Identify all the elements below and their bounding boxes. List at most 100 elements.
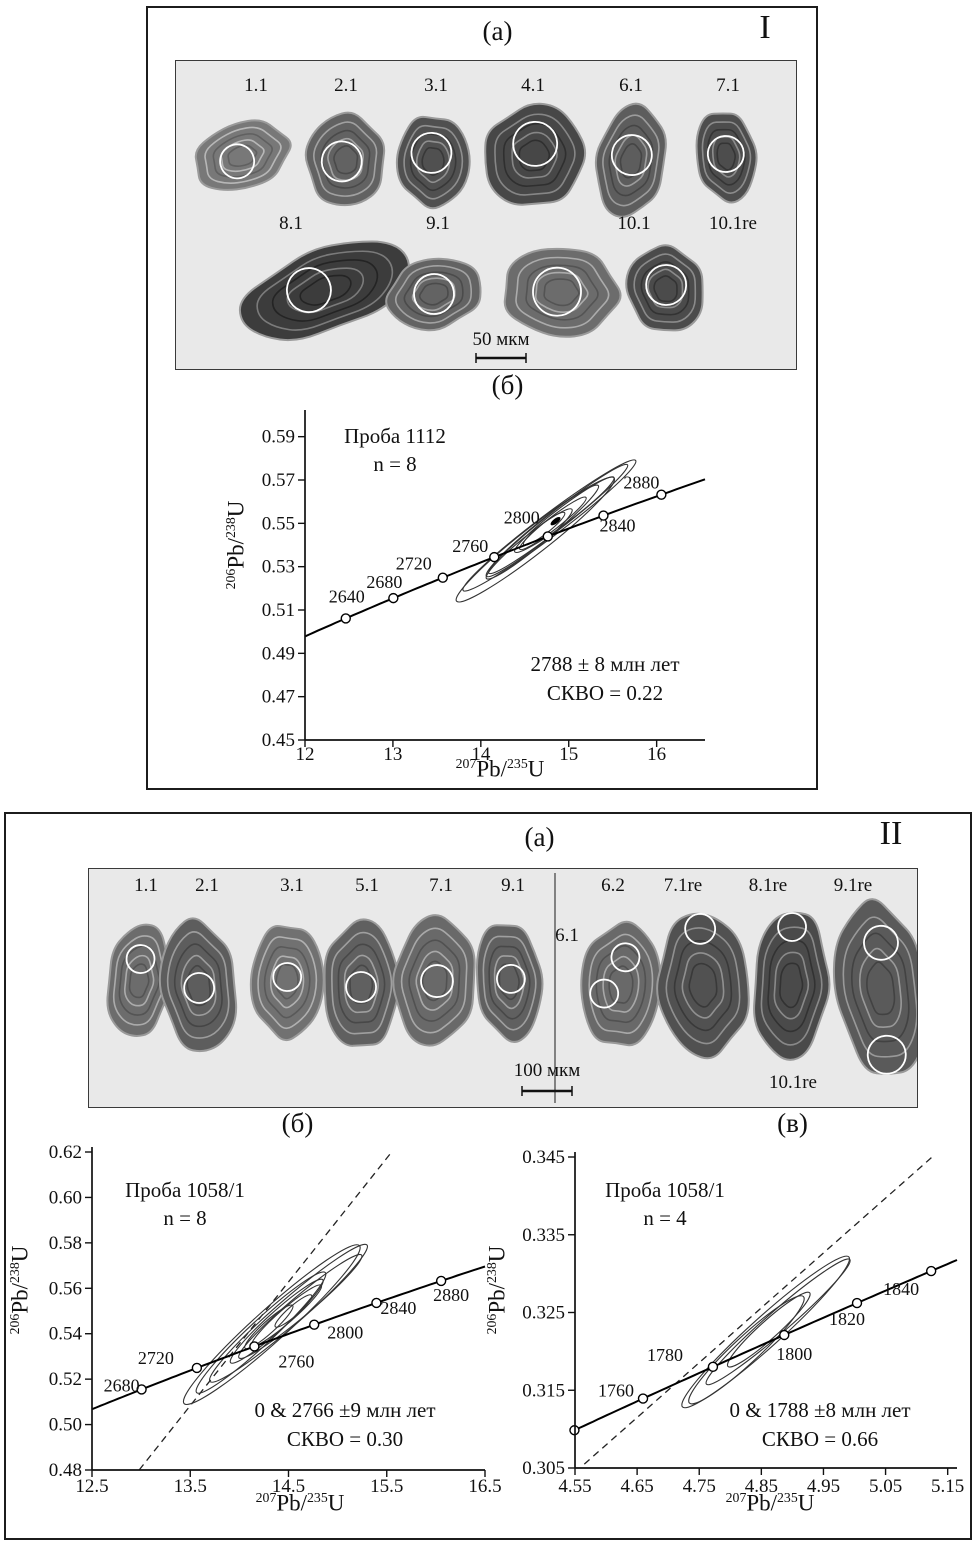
- svg-text:13.5: 13.5: [174, 1476, 207, 1497]
- mass-206: 206: [223, 568, 238, 590]
- element-pb: Pb/: [276, 1490, 308, 1516]
- svg-text:4.85: 4.85: [745, 1476, 778, 1497]
- element-u: U: [7, 1245, 33, 1263]
- svg-text:0.62: 0.62: [49, 1145, 82, 1163]
- svg-text:2800: 2800: [504, 507, 540, 527]
- svg-text:2.1: 2.1: [334, 75, 358, 96]
- element-pb: Pb/: [476, 756, 508, 782]
- element-u: U: [797, 1490, 815, 1516]
- panel-1-roman-numeral: I: [759, 9, 771, 46]
- chart-3-x-axis-title: 207Pb/235U: [670, 1490, 870, 1517]
- svg-text:9.1: 9.1: [426, 213, 450, 234]
- svg-text:1800: 1800: [776, 1344, 812, 1364]
- svg-text:16.5: 16.5: [468, 1476, 501, 1497]
- svg-text:4.55: 4.55: [558, 1476, 591, 1497]
- svg-text:2840: 2840: [599, 516, 635, 536]
- svg-text:2720: 2720: [138, 1348, 174, 1368]
- panel-2-subfig-v-label: (в): [777, 1108, 808, 1138]
- panel-2-subfig-a-label: (а): [524, 822, 555, 852]
- svg-text:10.1: 10.1: [617, 213, 650, 234]
- element-pb: Pb/: [223, 537, 249, 569]
- svg-text:0.59: 0.59: [262, 427, 295, 448]
- svg-text:2.1: 2.1: [195, 875, 219, 896]
- element-pb: Pb/: [7, 1282, 33, 1314]
- mass-206: 206: [484, 1313, 499, 1335]
- svg-text:0.57: 0.57: [262, 470, 295, 491]
- chart-2-x-axis-title: 207Pb/235U: [200, 1490, 400, 1517]
- mass-235: 235: [777, 1490, 798, 1505]
- mass-207: 207: [455, 756, 477, 771]
- panel-1-frame: [146, 6, 818, 790]
- mass-238: 238: [7, 1262, 22, 1283]
- svg-text:100 мкм: 100 мкм: [514, 1060, 581, 1081]
- svg-text:16: 16: [647, 744, 666, 765]
- svg-text:2760: 2760: [278, 1351, 314, 1371]
- svg-text:0.335: 0.335: [522, 1225, 565, 1246]
- svg-text:2760: 2760: [452, 536, 488, 556]
- svg-text:1.1: 1.1: [134, 875, 158, 896]
- svg-text:12.5: 12.5: [75, 1476, 108, 1497]
- svg-text:4.95: 4.95: [807, 1476, 840, 1497]
- svg-text:1820: 1820: [829, 1309, 865, 1329]
- chart-2-mswd-annotation: СКВО = 0.30: [286, 1427, 404, 1451]
- svg-text:10.1re: 10.1re: [769, 1072, 817, 1093]
- svg-text:0.45: 0.45: [262, 730, 295, 751]
- svg-text:5.05: 5.05: [869, 1476, 902, 1497]
- svg-text:13: 13: [383, 744, 402, 765]
- panel-2-concordia-chart-v: 1760 1780 1800 1820 1840 4.55 4.65 4.75 4.85 4.95…: [522, 1147, 964, 1497]
- chart-2-age-annotation: 0 & 2766 ±9 млн лет: [254, 1398, 436, 1422]
- chart-3-y-axis-title: 206Pb/238U: [484, 1225, 512, 1355]
- svg-text:0.60: 0.60: [49, 1187, 82, 1208]
- panel-2-roman-numeral: II: [879, 815, 903, 852]
- panel-2-zircon-cl-image: 1.1 2.1 3.1 5.1 7.1 9.1 6.1 6.2 7.1re 8.1re 9.1re 1…: [88, 868, 918, 1108]
- svg-text:10.1re: 10.1re: [709, 213, 757, 234]
- svg-text:0.48: 0.48: [49, 1460, 82, 1481]
- chart-3-sample-title: Проба 1058/1: [605, 1178, 725, 1202]
- svg-text:4.1: 4.1: [521, 75, 545, 96]
- svg-text:15: 15: [559, 744, 578, 765]
- svg-text:0.56: 0.56: [49, 1278, 82, 1299]
- svg-text:6.2: 6.2: [601, 875, 625, 896]
- chart-1-n-label: n = 8: [373, 452, 417, 476]
- element-u: U: [484, 1245, 510, 1263]
- svg-text:8.1re: 8.1re: [749, 875, 788, 896]
- panel-1-zircon-cl-image: 1.1 2.1 3.1 4.1 6.1 7.1 8.1 9.1 10.1 10.1re 50 мкм: [175, 60, 797, 370]
- svg-text:2640: 2640: [329, 586, 365, 606]
- panel-2-subfig-b-label: (б): [281, 1108, 314, 1138]
- svg-text:2720: 2720: [396, 554, 432, 574]
- svg-text:6.1: 6.1: [619, 75, 643, 96]
- svg-text:0.53: 0.53: [262, 557, 295, 578]
- chart-2-sample-title: Проба 1058/1: [125, 1178, 245, 1202]
- panel-2-frame: [4, 812, 972, 1540]
- svg-text:0.325: 0.325: [522, 1303, 565, 1324]
- mass-235: 235: [507, 756, 528, 771]
- mass-207: 207: [725, 1490, 747, 1505]
- svg-text:0.50: 0.50: [49, 1415, 82, 1436]
- svg-text:3.1: 3.1: [280, 875, 304, 896]
- svg-text:2680: 2680: [104, 1375, 140, 1395]
- svg-text:2880: 2880: [433, 1285, 469, 1305]
- chart-2-n-label: n = 8: [163, 1206, 207, 1230]
- svg-text:0.315: 0.315: [522, 1380, 565, 1401]
- element-u: U: [527, 756, 545, 782]
- element-u: U: [327, 1490, 345, 1516]
- element-u: U: [223, 500, 249, 518]
- svg-text:2840: 2840: [380, 1298, 416, 1318]
- chart-1-sample-title: Проба 1112: [344, 424, 446, 448]
- svg-text:0.345: 0.345: [522, 1147, 565, 1168]
- svg-text:4.75: 4.75: [683, 1476, 716, 1497]
- mass-206: 206: [7, 1313, 22, 1335]
- panel-1-subfig-b-label: (б): [491, 370, 524, 400]
- chart-3-mswd-annotation: СКВО = 0.66: [761, 1427, 879, 1451]
- panel-1-subfig-a-label: (а): [482, 16, 513, 46]
- svg-text:0.58: 0.58: [49, 1233, 82, 1254]
- svg-text:2680: 2680: [366, 572, 402, 592]
- mass-238: 238: [223, 517, 238, 538]
- chart-1-y-axis-title: 206Pb/238U: [223, 480, 251, 610]
- mass-238: 238: [484, 1262, 499, 1283]
- svg-text:0.49: 0.49: [262, 643, 295, 664]
- chart-1-age-annotation: 2788 ± 8 млн лет: [530, 652, 680, 676]
- svg-text:2880: 2880: [623, 473, 659, 493]
